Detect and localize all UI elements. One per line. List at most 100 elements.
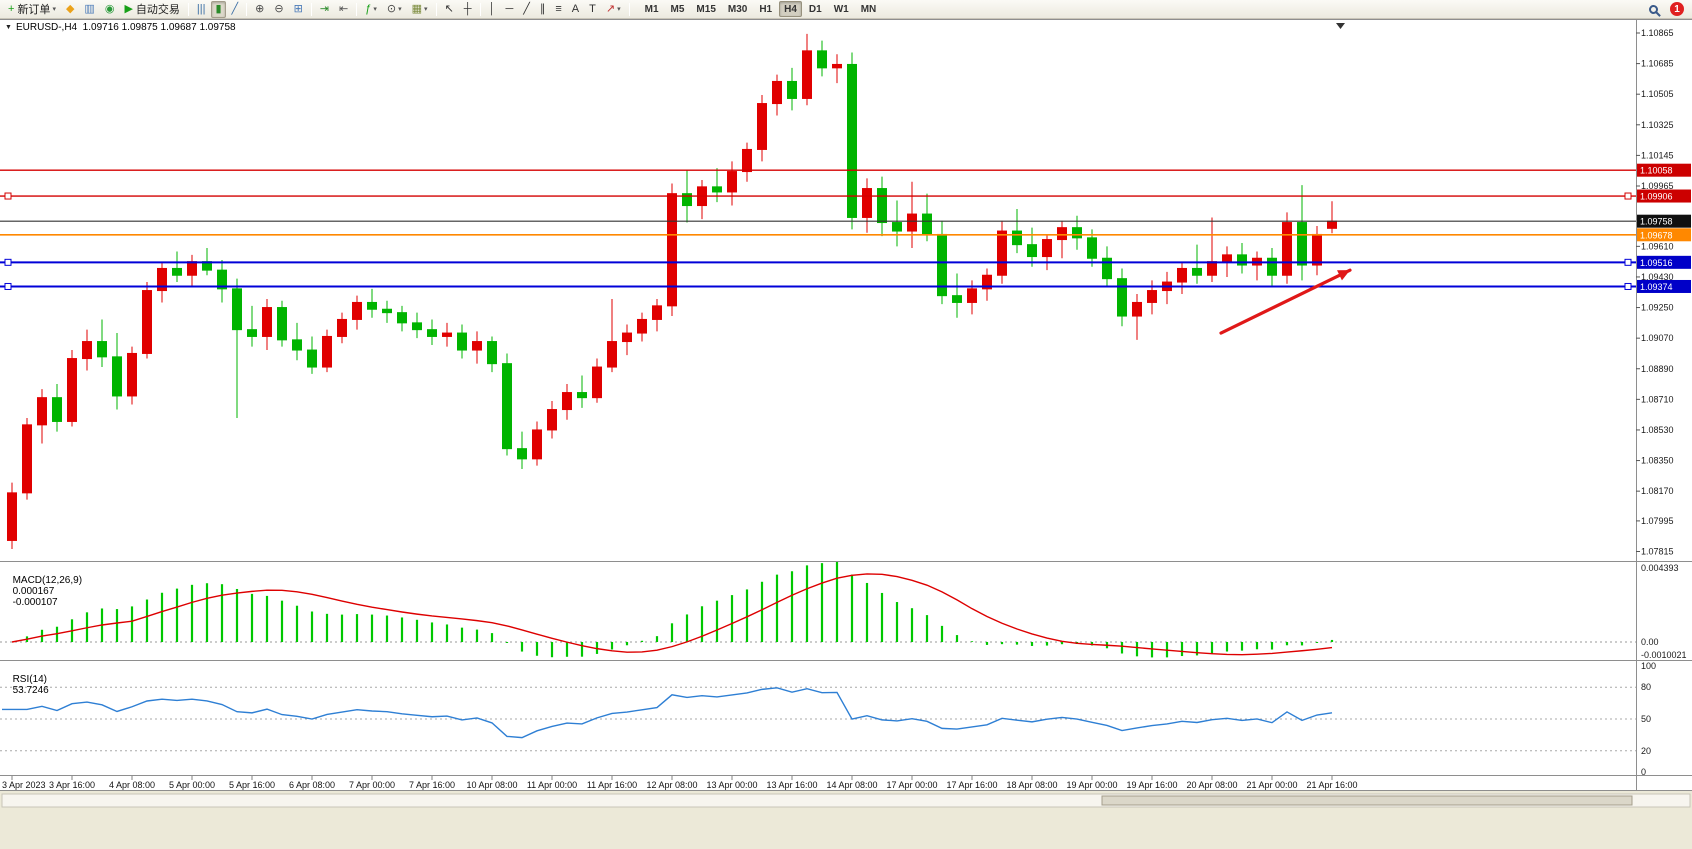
line-handle[interactable] [4,282,12,290]
indicators-icon: ƒ [365,2,372,15]
text-button[interactable]: A [568,1,583,18]
timeframe-button-D1[interactable]: D1 [808,3,822,15]
candle-bearish [1192,267,1202,276]
candle-bearish [892,222,902,232]
tile-windows-button[interactable]: ⊞ [290,1,307,18]
time-axis-label: 19 Apr 00:00 [1066,780,1117,790]
candle-bearish [292,339,302,351]
timeframe-button-H4[interactable]: H4 [779,1,802,17]
new-order-button[interactable]: + 新订单 ▾ [4,1,60,18]
market-button[interactable]: ▥ [80,1,98,18]
candle-bullish [322,335,332,368]
timeframe-button-M30[interactable]: M30 [727,3,748,15]
community-button[interactable]: ◉ [101,1,119,18]
time-axis-label: 7 Apr 00:00 [349,780,395,790]
toolbar-separator [628,2,630,16]
candle-bullish [1132,301,1142,317]
line-handle[interactable] [4,192,12,200]
price-tick-label: 1.10865 [1641,28,1674,38]
chart-shift-button[interactable]: ⇤ [335,1,352,18]
price-tick-label: 1.09250 [1641,303,1674,313]
timeframe-button-M5[interactable]: M5 [670,3,685,15]
candle-bullish [772,80,782,105]
chart-shift-marker[interactable] [1336,23,1345,29]
channel-button[interactable]: ∥ [536,1,550,18]
candle-bullish [967,288,977,303]
zoom-in-button[interactable]: ⊕ [251,1,268,18]
candle-bullish [1312,233,1322,266]
candlestick-button[interactable]: ▮ [211,0,226,18]
candlestick-icon: ▮ [215,2,222,15]
templates-button[interactable]: ▦ ▾ [408,1,432,18]
line-handle[interactable] [4,258,12,266]
candle-bullish [1042,239,1052,258]
line-handle[interactable] [1624,258,1632,266]
indicators-button[interactable]: ƒ ▾ [361,1,381,18]
candle-bearish [412,322,422,331]
cursor-button[interactable]: ↖ [441,1,458,18]
time-axis-label: 18 Apr 08:00 [1006,780,1057,790]
zoom-out-button[interactable]: ⊖ [270,1,287,18]
candle-bearish [847,63,857,218]
candle-bearish [382,308,392,314]
trend-arrow-annotation[interactable] [1219,268,1352,335]
price-tick-label: 1.09070 [1641,333,1674,343]
notification-badge[interactable]: 1 [1670,2,1684,16]
candle-bearish [487,341,497,365]
scrollbar-thumb[interactable] [1101,795,1633,806]
label-button[interactable]: T [585,1,600,18]
timeframe-button-M1[interactable]: M1 [644,3,659,15]
candle-bearish [172,267,182,276]
auto-scroll-icon: ⇥ [319,2,330,15]
candle-bearish [232,288,242,331]
price-tag-label: 1.10058 [1640,166,1673,176]
line-chart-button[interactable]: ╱ [228,1,243,18]
trendline-button[interactable]: ╱ [519,1,534,18]
candle-bullish [727,171,737,193]
chart-marker-icon: ▼ [5,24,12,31]
price-tick-label: 1.08170 [1641,486,1674,496]
horizontal-line-icon: ─ [505,2,514,15]
new-order-icon: + [8,2,15,15]
candle-bearish [1117,278,1127,317]
timeframe-button-MN[interactable]: MN [860,3,877,15]
candle-bullish [1282,222,1292,276]
candle-bearish [712,186,722,193]
line-handle[interactable] [1624,192,1632,200]
line-handle[interactable] [1624,282,1632,290]
price-tick-label: 1.09430 [1641,272,1674,282]
toolbar-separator [356,2,358,16]
candle-bearish [277,307,287,341]
candle-bullish [1327,220,1337,229]
timeframe-button-H1[interactable]: H1 [759,3,773,15]
periods-button[interactable]: ⊙ ▾ [383,1,406,18]
auto-scroll-button[interactable]: ⇥ [316,1,333,18]
arrows-button[interactable]: ↗ ▾ [602,1,625,18]
tile-windows-icon: ⊞ [293,2,303,15]
time-axis-label: 3 Apr 16:00 [49,780,95,790]
candle-bullish [157,267,167,292]
search-icon[interactable] [1649,4,1658,14]
horizontal-line-button[interactable]: ─ [501,1,517,18]
new-order-button-label: 新订单 [17,4,51,16]
clock-icon: ⊙ [386,2,397,15]
toolbar-separator [310,2,312,16]
timeframe-button-W1[interactable]: W1 [833,3,849,15]
crosshair-button[interactable]: ┼ [460,1,476,18]
candle-bullish [547,409,557,431]
price-tag [1637,279,1691,293]
fibonacci-button[interactable]: ≡ [551,1,565,18]
candle-bearish [427,329,437,337]
autotrade-button[interactable]: ▶ 自动交易 [120,1,183,18]
price-tag [1637,189,1691,203]
candle-bullish [667,193,677,307]
metaeditor-button[interactable]: ◆ [62,1,78,18]
vertical-line-button[interactable]: │ [485,1,500,18]
fibonacci-icon: ≡ [555,2,562,15]
bar-chart-button[interactable]: ||| [193,1,210,18]
timeframe-button-M15[interactable]: M15 [696,3,716,15]
toolbar-separator [479,2,481,16]
candle-bearish [517,448,527,460]
time-axis-label: 17 Apr 00:00 [886,780,937,790]
